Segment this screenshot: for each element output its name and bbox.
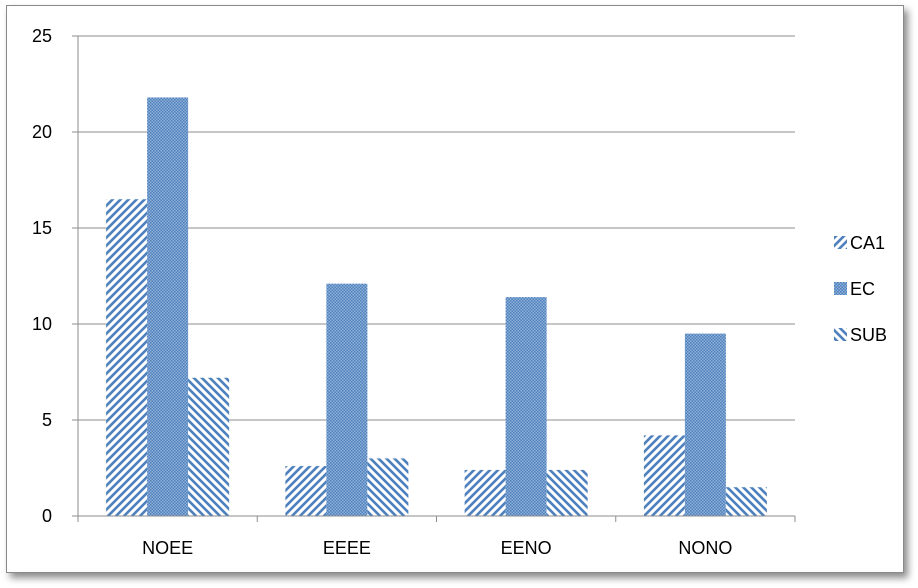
bar-ca1-noee: [106, 199, 148, 516]
bar-sub-eeno: [546, 469, 588, 516]
y-tick-label: 15: [32, 218, 52, 238]
bar-ec-eeno: [505, 297, 547, 516]
bars: [106, 97, 767, 516]
legend-swatch-ec: [834, 282, 847, 295]
x-tick-label: EENO: [501, 538, 552, 558]
y-tick-label: 25: [32, 26, 52, 46]
y-tick-label: 5: [42, 410, 52, 430]
tick-labels: 0 5 10 15 20 25 NOEE EEEE EENO NONO: [32, 26, 732, 558]
legend-swatch-sub: [834, 328, 847, 341]
bar-ca1-nono: [643, 435, 685, 516]
bar-ec-nono: [684, 333, 726, 516]
legend-label-sub: SUB: [850, 325, 887, 345]
x-tick-label: NOEE: [142, 538, 193, 558]
axes: [72, 35, 796, 522]
bar-ec-noee: [147, 97, 189, 516]
y-tick-label: 0: [42, 506, 52, 526]
y-tick-label: 20: [32, 122, 52, 142]
bar-ec-eeee: [326, 283, 368, 516]
legend-label-ca1: CA1: [850, 233, 885, 253]
y-tick-label: 10: [32, 314, 52, 334]
legend-label-ec: EC: [850, 279, 875, 299]
x-tick-label: NONO: [678, 538, 732, 558]
legend: CA1 EC SUB: [834, 233, 887, 345]
bar-sub-noee: [188, 377, 230, 516]
bar-ca1-eeee: [285, 466, 327, 516]
bar-sub-nono: [725, 487, 767, 516]
bar-ca1-eeno: [464, 469, 506, 516]
legend-swatch-ca1: [834, 236, 847, 249]
bar-sub-eeee: [367, 458, 409, 516]
x-tick-label: EEEE: [323, 538, 371, 558]
